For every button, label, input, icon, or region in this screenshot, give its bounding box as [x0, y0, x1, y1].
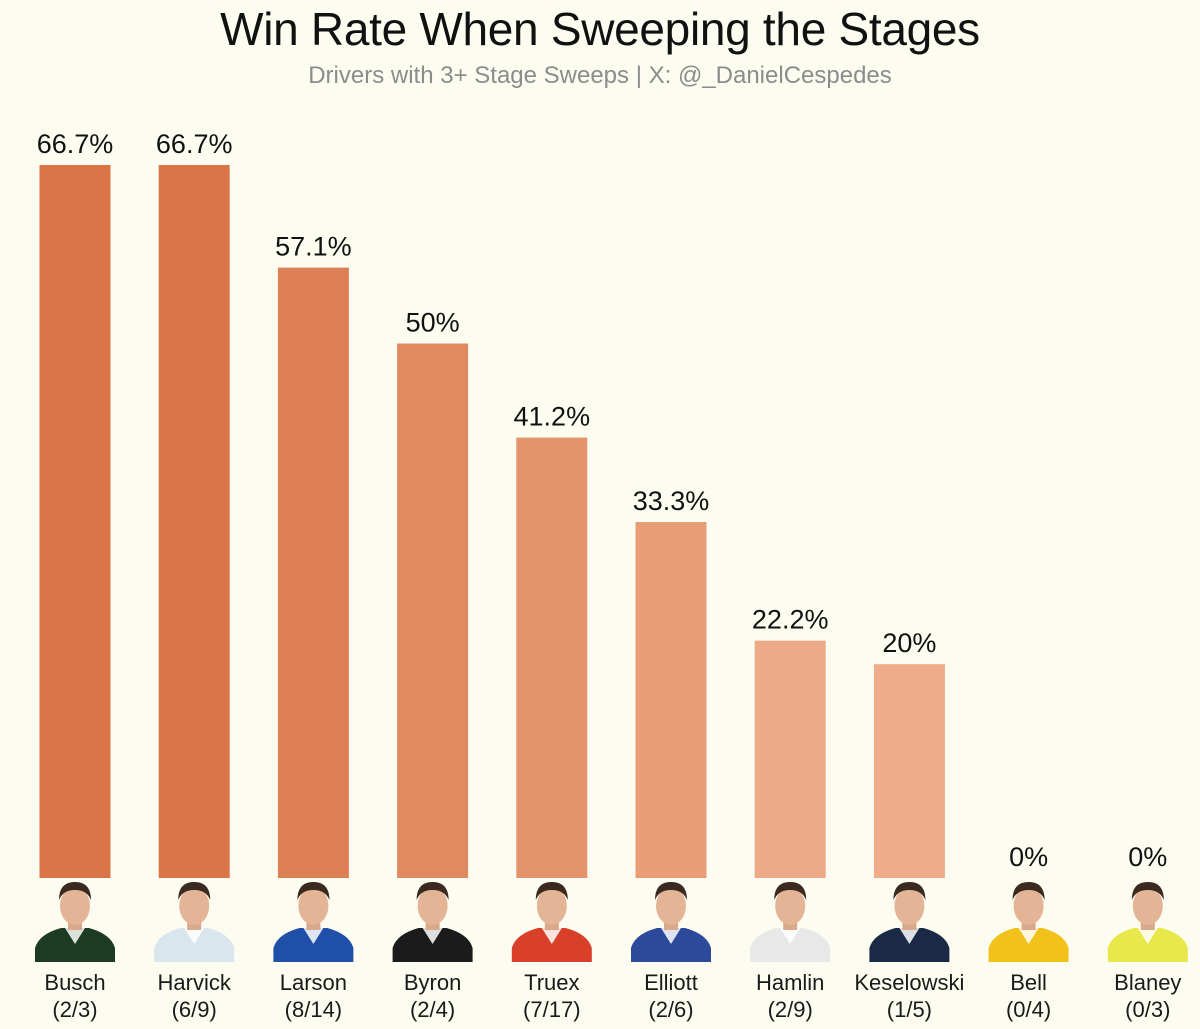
bar-elliott	[635, 522, 707, 878]
driver-record-byron: (2/4)	[410, 997, 455, 1022]
driver-headshot-icon	[631, 882, 711, 962]
driver-record-harvick: (6/9)	[172, 997, 217, 1022]
driver-headshot-icon	[750, 882, 831, 962]
driver-name-blaney: Blaney	[1114, 970, 1181, 995]
driver-name-truex: Truex	[524, 970, 579, 995]
driver-record-bell: (0/4)	[1006, 997, 1051, 1022]
driver-record-keselowski: (1/5)	[887, 997, 932, 1022]
driver-record-blaney: (0/3)	[1125, 997, 1170, 1022]
value-label-harvick: 66.7%	[156, 129, 233, 159]
bar-harvick	[158, 165, 230, 878]
driver-headshot-icon	[154, 882, 235, 962]
value-label-busch: 66.7%	[37, 129, 114, 159]
value-label-truex: 41.2%	[514, 402, 591, 432]
value-label-blaney: 0%	[1128, 842, 1167, 872]
driver-record-truex: (7/17)	[523, 997, 580, 1022]
driver-headshot-icon	[35, 882, 115, 962]
driver-headshot-icon	[988, 882, 1069, 962]
bar-byron	[397, 343, 469, 879]
driver-record-busch: (2/3)	[52, 997, 97, 1022]
chart-subtitle: Drivers with 3+ Stage Sweeps | X: @_Dani…	[308, 62, 892, 89]
bar-hamlin	[754, 640, 826, 878]
chart-title: Win Rate When Sweeping the Stages	[220, 3, 980, 55]
driver-name-larson: Larson	[280, 970, 347, 995]
value-label-hamlin: 22.2%	[752, 605, 829, 635]
driver-name-byron: Byron	[404, 970, 461, 995]
bar-truex	[516, 437, 588, 878]
driver-headshot-icon	[392, 882, 473, 962]
driver-name-harvick: Harvick	[158, 970, 232, 995]
driver-name-bell: Bell	[1010, 970, 1047, 995]
bar-busch	[39, 165, 111, 878]
driver-record-larson: (8/14)	[285, 997, 342, 1022]
driver-name-keselowski: Keselowski	[854, 970, 964, 995]
driver-record-hamlin: (2/9)	[768, 997, 813, 1022]
driver-headshot-icon	[869, 882, 950, 962]
driver-record-elliott: (2/6)	[648, 997, 693, 1022]
value-label-larson: 57.1%	[275, 232, 352, 262]
value-label-elliott: 33.3%	[633, 486, 710, 516]
driver-headshot-icon	[1107, 882, 1188, 962]
driver-headshot-icon	[273, 882, 354, 962]
driver-name-hamlin: Hamlin	[756, 970, 824, 995]
driver-name-elliott: Elliott	[644, 970, 698, 995]
value-label-byron: 50%	[406, 308, 460, 338]
bar-larson	[277, 267, 349, 878]
driver-headshot-icon	[511, 882, 592, 962]
driver-name-busch: Busch	[44, 970, 105, 995]
bar-keselowski	[873, 664, 945, 878]
value-label-bell: 0%	[1009, 842, 1048, 872]
value-label-keselowski: 20%	[882, 628, 936, 658]
